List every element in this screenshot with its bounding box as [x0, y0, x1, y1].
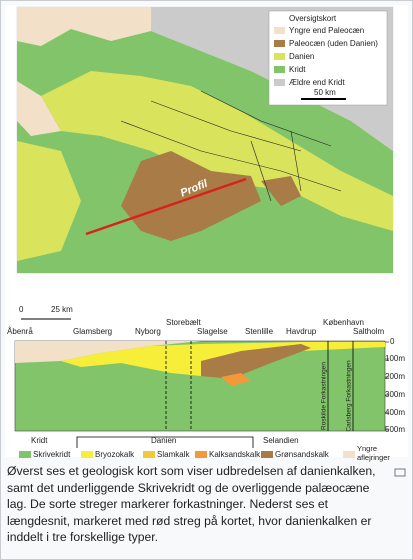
place-label: Nyborg	[135, 327, 161, 336]
legend-label: Bryozokalk	[95, 450, 135, 459]
group-label: Danien	[151, 436, 176, 445]
depth-label: 300m	[385, 390, 405, 399]
fault-label: Roskilde Forkastningen	[321, 362, 328, 430]
place-label: Glamsberg	[73, 327, 112, 336]
legend-label: Paleocæn (uden Danien)	[289, 39, 378, 48]
depth-label: 500m	[385, 425, 405, 434]
figure-image: Profil Oversigtskort Yngre end Paleocæn …	[5, 5, 408, 459]
place-label: Slagelse	[197, 327, 228, 336]
scale-label: 25 km	[51, 305, 73, 314]
place-label: København	[323, 318, 364, 327]
group-label: Kridt	[31, 436, 48, 445]
depth-label: 0	[390, 337, 395, 346]
fault-label: Carlsberg Forkastningen	[346, 360, 353, 432]
legend-title: Oversigtskort	[289, 14, 337, 23]
enlarge-icon[interactable]	[394, 468, 406, 477]
depth-label: 200m	[385, 372, 405, 381]
place-label: Åbenrå	[7, 327, 33, 336]
place-label: Havdrup	[286, 327, 317, 336]
legend-label: Grønsandskalk	[275, 450, 330, 459]
place-label: Saltholm	[353, 327, 384, 336]
legend-label: Yngre end Paleocæn	[289, 26, 364, 35]
legend-label: Slamkalk	[157, 450, 190, 459]
legend-label: Kalksandskalk	[209, 450, 261, 459]
depth-label: 400m	[385, 408, 405, 417]
caption: Øverst ses et geologisk kort som viser u…	[7, 464, 376, 544]
legend-label: Yngre aflejringer	[357, 444, 390, 462]
legend-label: Danien	[289, 52, 314, 61]
scale-label: 50 km	[314, 88, 336, 97]
legend-label: Skrivekridt	[33, 450, 71, 459]
scale-label: 0	[19, 305, 24, 314]
group-label: Selandien	[263, 436, 299, 445]
legend-label: Kridt	[289, 65, 306, 74]
cross-section: 0 25 km Roskilde Forkastningen Carlsberg…	[7, 305, 405, 459]
map: Profil Oversigtskort Yngre end Paleocæn …	[16, 6, 394, 274]
legend-label: Ældre end Kridt	[289, 78, 345, 87]
depth-label: 100m	[385, 354, 405, 363]
place-label: Storebælt	[166, 318, 201, 327]
place-label: Stenlille	[245, 327, 274, 336]
